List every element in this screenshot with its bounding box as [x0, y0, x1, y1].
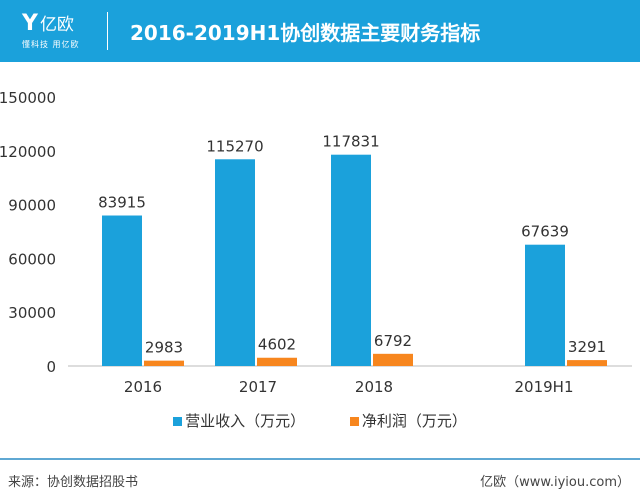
data-label: 6792 [374, 332, 412, 350]
x-tick-label: 2016 [124, 378, 162, 396]
logo-y-icon: Y [22, 11, 38, 36]
bar-revenue [525, 244, 565, 366]
legend-label: 净利润（万元） [361, 412, 467, 430]
data-label: 3291 [568, 338, 606, 356]
bar-profit [257, 357, 297, 366]
logo-name: 亿欧 [39, 15, 74, 35]
data-label: 4602 [258, 336, 296, 354]
footer-divider [0, 458, 640, 460]
y-tick-label: 90000 [8, 197, 56, 215]
y-tick-label: 60000 [8, 250, 56, 268]
y-tick-label: 150000 [0, 89, 56, 107]
data-label: 67639 [521, 223, 569, 241]
legend-item-revenue: 营业收入（万元） [173, 412, 305, 430]
header: Y 亿欧 懂科技 用亿欧 2016-2019H1协创数据主要财务指标 [0, 0, 640, 62]
x-tick-label: 2018 [355, 378, 393, 396]
data-label: 83915 [98, 194, 146, 212]
bar-revenue [215, 159, 255, 366]
source-text: 来源：协创数据招股书 [8, 475, 139, 490]
legend-item-profit: 净利润（万元） [349, 412, 467, 430]
bar-chart: 0 30000 60000 90000 120000 150000 83915 2983 201… [0, 89, 632, 396]
y-tick-label: 0 [46, 358, 56, 376]
bar-revenue [102, 215, 142, 366]
legend-label: 营业收入（万元） [185, 412, 306, 430]
y-tick-label: 120000 [0, 143, 56, 161]
x-tick-label: 2019H1 [515, 378, 574, 396]
legend-swatch [349, 417, 359, 426]
bar-profit [567, 360, 607, 366]
data-label: 117831 [322, 133, 379, 151]
bar-profit [373, 353, 413, 366]
data-label: 2983 [145, 339, 183, 357]
header-divider [107, 12, 108, 50]
chart-title: 2016-2019H1协创数据主要财务指标 [130, 21, 481, 45]
credit-text: 亿欧（www.iyiou.com） [480, 475, 630, 490]
y-tick-label: 30000 [8, 304, 56, 322]
logo: Y 亿欧 懂科技 用亿欧 [22, 10, 80, 50]
legend: 营业收入（万元） 净利润（万元） [0, 410, 640, 431]
bar-profit [144, 360, 184, 366]
logo-slogan: 懂科技 用亿欧 [22, 40, 80, 49]
bar-revenue [331, 154, 371, 366]
data-label: 115270 [206, 137, 263, 155]
legend-swatch [173, 417, 183, 426]
x-tick-label: 2017 [239, 378, 277, 396]
